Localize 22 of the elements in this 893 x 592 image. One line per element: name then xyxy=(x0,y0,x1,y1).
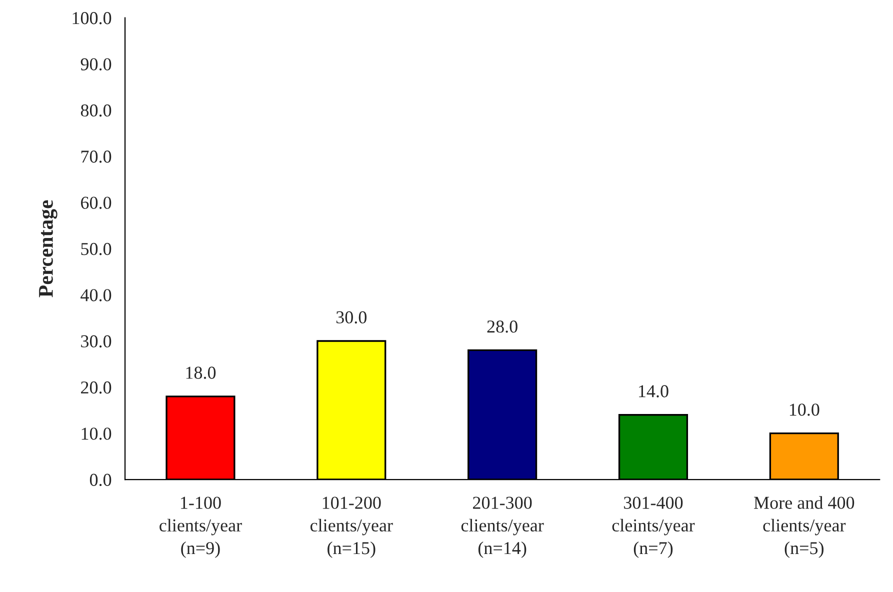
data-label: 14.0 xyxy=(639,385,668,398)
y-tick-label: 80.0 xyxy=(80,104,112,117)
y-tick-label: 100.0 xyxy=(72,12,112,24)
x-tick-label: 301-400 cleints/year (n=7) xyxy=(612,496,695,558)
y-tick-label: 10.0 xyxy=(82,428,112,440)
y-tick-label: 60.0 xyxy=(81,196,112,209)
y-tick-label: 90.0 xyxy=(80,58,112,70)
y-tick-label: 50.0 xyxy=(81,242,112,256)
data-label: 28.0 xyxy=(487,320,518,333)
x-tick-label: 1-100 clients/year (n=9) xyxy=(160,496,242,558)
data-label: 30.0 xyxy=(336,311,367,324)
x-tick-label: More and 400 clients/year (n=5) xyxy=(754,496,854,558)
y-tick-label: 20.0 xyxy=(81,381,112,394)
data-label: 18.0 xyxy=(186,366,216,379)
x-tick-label: 201-300 clients/year (n=14) xyxy=(461,496,544,558)
y-tick-label: 40.0 xyxy=(80,289,112,302)
y-tick-label: 30.0 xyxy=(81,335,112,348)
x-tick-label: 101-200 clients/year (n=15) xyxy=(310,496,393,558)
y-tick-label: 70.0 xyxy=(81,150,112,163)
data-label: 10.0 xyxy=(790,404,820,416)
y-tick-label: 0.0 xyxy=(90,474,112,486)
y-axis-title: Percentage xyxy=(39,200,58,298)
